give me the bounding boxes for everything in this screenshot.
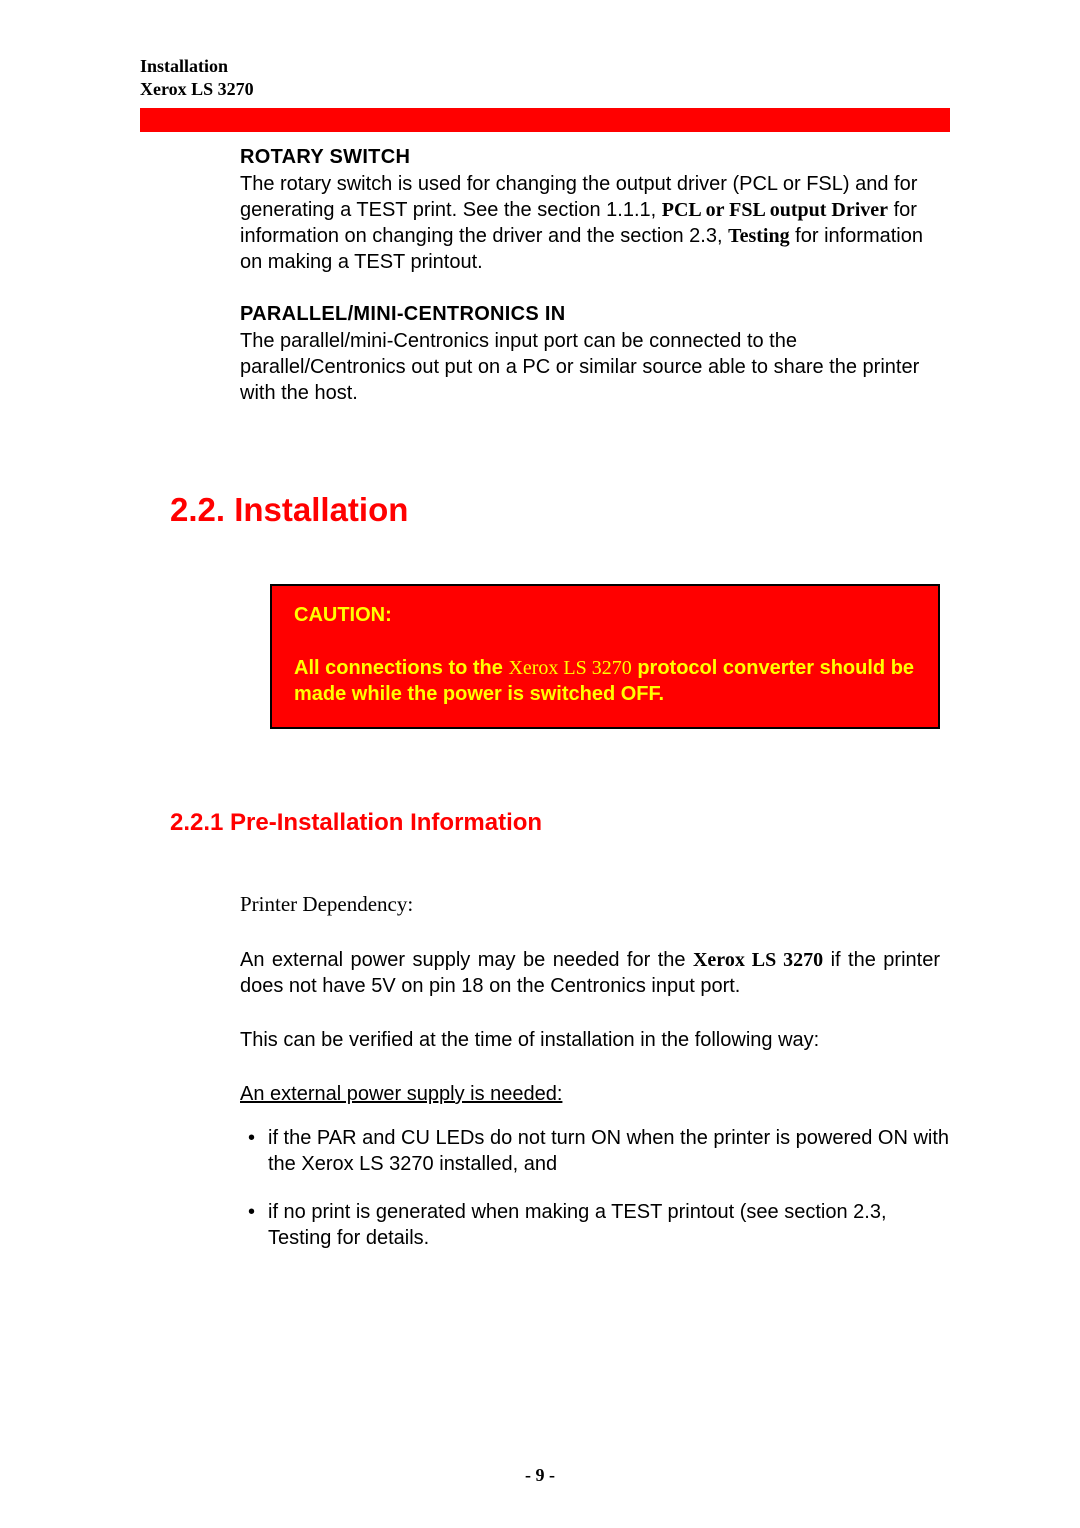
bullet2-post: for details. [331,1227,429,1249]
subsection-title: 2.2.1 Pre-Installation Information [170,809,950,837]
caution-box: CAUTION: All connections to the Xerox LS… [270,584,940,729]
rotary-ref-1: PCL or FSL output Driver [662,199,888,221]
page-number: - 9 - [0,1465,1080,1486]
parallel-heading: PARALLEL/MINI-CENTRONICS IN [240,303,940,326]
bullet-2: if no print is generated when making a T… [240,1199,950,1251]
header-line-1: Installation [140,55,950,78]
document-page: Installation Xerox LS 3270 ROTARY SWITCH… [0,0,1080,1313]
caution-pre: All connections to the [294,657,508,679]
parallel-paragraph: The parallel/mini-Centronics input port … [240,328,940,406]
section-title: 2.2. Installation [170,491,950,529]
caution-title: CAUTION: [294,604,916,627]
caution-body: All connections to the Xerox LS 3270 pro… [294,655,916,707]
bullet-1: if the PAR and CU LEDs do not turn ON wh… [240,1125,950,1177]
header-red-bar [140,108,950,132]
preinstall-para-1: An external power supply may be needed f… [240,947,940,999]
bullet1-product: Xerox LS 3270 [301,1153,433,1175]
rotary-paragraph: The rotary switch is used for changing t… [240,171,940,275]
bullet2-ref: Testing [268,1227,331,1249]
preinstall-body: An external power supply may be needed f… [240,947,940,1107]
caution-product: Xerox LS 3270 [508,657,631,679]
preinstall-para-2: This can be verified at the time of inst… [240,1027,940,1053]
rotary-ref-2: Testing [728,225,790,247]
underline-text: An external power supply is needed: [240,1083,562,1105]
rotary-switch-block: ROTARY SWITCH The rotary switch is used … [240,146,940,275]
header-line-2: Xerox LS 3270 [140,78,950,101]
preinstall-underline: An external power supply is needed: [240,1081,940,1107]
parallel-block: PARALLEL/MINI-CENTRONICS IN The parallel… [240,303,940,406]
para1-pre: An external power supply may be needed f… [240,949,693,971]
rotary-heading: ROTARY SWITCH [240,146,940,169]
running-header: Installation Xerox LS 3270 [140,55,950,100]
bullet2-pre: if no print is generated when making a T… [268,1201,887,1223]
printer-dependency-label: Printer Dependency: [240,892,950,917]
preinstall-bullets: if the PAR and CU LEDs do not turn ON wh… [240,1125,950,1251]
para1-product: Xerox LS 3270 [693,949,823,971]
bullet1-post: installed, and [434,1153,557,1175]
